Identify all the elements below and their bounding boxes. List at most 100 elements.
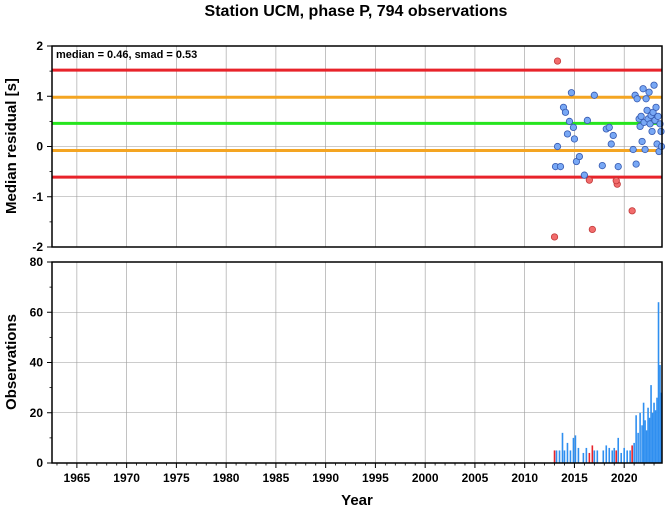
stats-annotation: median = 0.46, smad = 0.53	[56, 49, 197, 61]
observations-panel: 80 60 40 20 0 1965 1970 1975 1980 1985 1990 1995 20…	[3, 255, 663, 509]
observation-bar	[642, 402, 645, 463]
residual-point	[645, 88, 653, 96]
observation-bar	[637, 432, 639, 463]
observation-bar	[639, 412, 641, 463]
residual-point	[553, 142, 562, 151]
residual-point	[561, 108, 570, 116]
observation-bar	[626, 450, 628, 463]
residual-point	[633, 95, 641, 103]
year-x-ticks: 1965 1970 1975 1980 1985 1990 1995 2000 2005 2010…	[56, 463, 655, 485]
observation-bar	[623, 447, 625, 463]
residual-tick-label: -1	[32, 190, 43, 204]
residual-tick-label: 0	[36, 140, 43, 154]
residual-point	[580, 171, 588, 179]
residual-point	[569, 123, 578, 132]
residual-point	[598, 161, 606, 170]
residual-point	[556, 163, 565, 171]
residual-point	[605, 123, 613, 132]
observation-bar	[577, 447, 580, 463]
observations-y-axis-label: Observations	[3, 314, 20, 410]
outlier-point	[585, 176, 593, 184]
observation-bar	[561, 432, 564, 463]
residual-point	[575, 152, 584, 161]
residual-point	[632, 160, 640, 168]
observations-tick-label: 20	[30, 406, 44, 420]
year-tick-label: 2000	[412, 471, 439, 485]
residual-point	[607, 140, 615, 148]
residual-point	[583, 116, 591, 124]
observation-bar	[613, 447, 616, 463]
observation-bar	[582, 452, 585, 463]
year-tick-label: 2020	[611, 471, 638, 485]
outlier-point	[628, 207, 636, 215]
observation-bar	[611, 450, 614, 463]
residual-point	[648, 127, 656, 136]
residual-point	[609, 131, 617, 140]
year-tick-label: 2010	[511, 471, 538, 485]
residual-tick-label: -2	[32, 240, 43, 254]
observations-tick-label: 80	[30, 255, 44, 269]
observations-tick-label: 40	[30, 356, 44, 370]
residual-point	[642, 95, 650, 103]
year-tick-label: 1990	[312, 471, 339, 485]
observation-bars	[553, 302, 663, 463]
year-tick-label: 1965	[64, 471, 91, 485]
residual-point	[638, 137, 646, 146]
observation-bar	[654, 410, 657, 463]
reference-lines	[52, 68, 662, 179]
observation-bar	[585, 447, 588, 463]
observation-bar	[647, 407, 649, 463]
observation-bar	[633, 442, 635, 463]
outlier-point	[612, 177, 620, 185]
observation-bar	[602, 450, 605, 463]
residual-y-axis-label: Median residual [s]	[3, 78, 20, 214]
residual-point	[563, 130, 572, 138]
residual-point	[641, 145, 649, 154]
observation-bar	[660, 392, 663, 463]
observation-bar	[558, 450, 561, 463]
observation-bar	[656, 397, 658, 463]
observation-bar	[651, 412, 654, 463]
year-tick-label: 1995	[362, 471, 389, 485]
outlier-point	[553, 57, 562, 65]
residual-point	[565, 117, 574, 125]
observation-bar	[566, 442, 569, 463]
observation-bar	[644, 420, 646, 463]
observation-bar	[569, 450, 572, 463]
outlier-point	[550, 233, 559, 241]
residual-point	[652, 103, 660, 111]
residual-point	[657, 127, 665, 136]
outlier-observation-bar	[631, 445, 633, 463]
year-tick-label: 1985	[263, 471, 290, 485]
observation-bar	[648, 417, 651, 463]
year-tick-label: 2015	[561, 471, 588, 485]
year-tick-label: 2005	[462, 471, 489, 485]
residual-tick-label: 1	[36, 89, 43, 103]
residual-y-ticks: 2 1 0 -1 -2	[32, 39, 52, 254]
observation-bar	[641, 425, 643, 463]
observations-tick-label: 60	[30, 305, 44, 319]
observation-bar	[555, 450, 558, 463]
residual-point	[637, 112, 645, 120]
residual-point	[629, 145, 637, 154]
residual-panel: 2 1 0 -1 -2 median = 0.46, smad = 0.53 Media…	[3, 39, 666, 254]
observation-bar	[629, 450, 631, 463]
year-x-axis-label: Year	[341, 492, 373, 509]
outlier-observation-bar	[615, 450, 618, 463]
residual-tick-label: 2	[36, 39, 43, 53]
residual-points	[550, 57, 666, 241]
year-tick-label: 1975	[163, 471, 190, 485]
residual-point	[567, 89, 576, 97]
observation-bar	[574, 435, 577, 463]
observation-bar	[620, 452, 623, 463]
observation-bar	[650, 385, 652, 463]
outlier-observation-bar	[553, 450, 556, 463]
observation-bar	[563, 450, 566, 463]
observation-bar	[653, 402, 655, 463]
observation-bar	[657, 302, 660, 463]
observation-bar	[659, 365, 661, 463]
residual-point	[570, 135, 579, 143]
observation-bar	[645, 430, 648, 463]
